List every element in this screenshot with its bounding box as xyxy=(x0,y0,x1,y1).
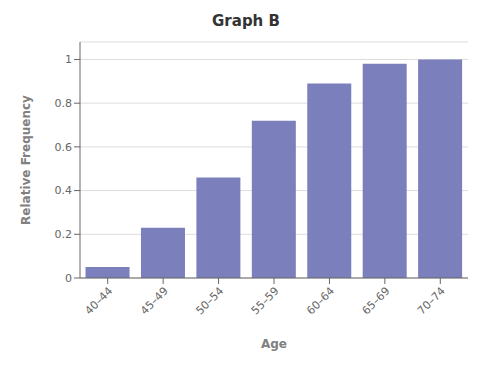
svg-text:70–74: 70–74 xyxy=(415,284,448,317)
svg-text:65–69: 65–69 xyxy=(360,284,393,317)
svg-text:0: 0 xyxy=(65,272,72,285)
svg-text:55–59: 55–59 xyxy=(249,284,282,317)
svg-text:0.6: 0.6 xyxy=(55,141,73,154)
svg-text:0.8: 0.8 xyxy=(55,97,73,110)
svg-text:60–64: 60–64 xyxy=(304,284,337,317)
svg-text:0.4: 0.4 xyxy=(55,184,73,197)
svg-text:1: 1 xyxy=(65,53,72,66)
svg-text:Age: Age xyxy=(261,337,287,351)
svg-text:40–44: 40–44 xyxy=(82,284,115,317)
svg-text:50–54: 50–54 xyxy=(193,284,226,317)
svg-text:45–49: 45–49 xyxy=(138,284,171,317)
svg-text:0.2: 0.2 xyxy=(55,228,73,241)
svg-text:Relative Frequency: Relative Frequency xyxy=(19,95,33,225)
html-text:Graph B: Graph B xyxy=(212,12,280,30)
